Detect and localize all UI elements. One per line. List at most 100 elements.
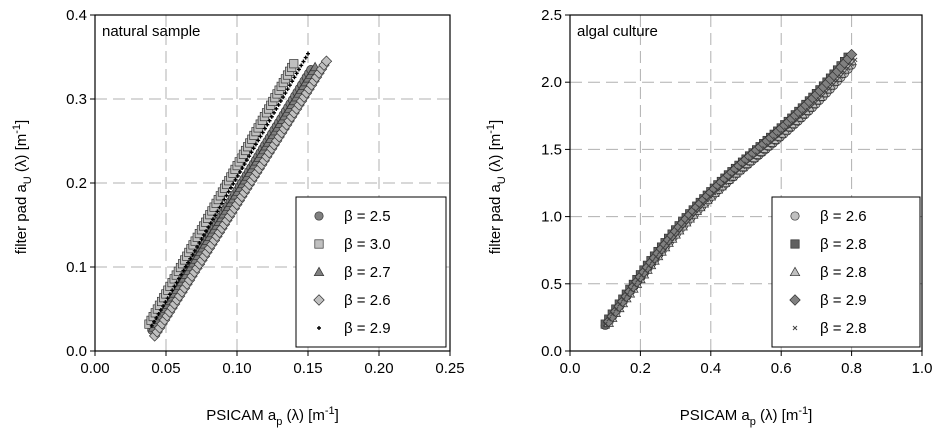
data-point (736, 167, 742, 173)
data-point (213, 213, 218, 218)
data-point (206, 225, 211, 230)
data-point (675, 228, 680, 234)
x-tick-label: 0.8 (841, 360, 862, 377)
data-point (269, 114, 274, 119)
data-point (715, 187, 720, 192)
data-point (163, 300, 168, 305)
legend-marker (313, 294, 325, 306)
data-point (653, 254, 659, 260)
data-point (179, 272, 184, 277)
legend: β = 2.5 β = 3.0 β = 2.7 β = 2.6 β = 2.9 (295, 196, 447, 348)
legend-marker (790, 211, 800, 221)
data-point (809, 104, 815, 109)
data-point (294, 71, 299, 76)
data-point (845, 48, 858, 61)
data-point (249, 150, 254, 155)
y-tick-label: 0.2 (66, 175, 87, 192)
data-point (156, 311, 161, 316)
data-point (617, 301, 623, 307)
data-point (247, 154, 252, 159)
legend-label: β = 2.6 (344, 292, 391, 309)
data-point (292, 75, 297, 80)
data-point (161, 304, 166, 309)
data-point (678, 224, 684, 230)
data-point (283, 91, 288, 96)
data-point (624, 292, 630, 297)
data-point (229, 185, 234, 190)
data-point (744, 161, 749, 167)
data-point (831, 82, 836, 87)
y-axis-title: filter pad aU (λ) [m-1] (485, 120, 508, 254)
data-point (682, 220, 688, 226)
x-tick-label: 1.0 (912, 360, 933, 377)
y-tick-label: 0.0 (541, 343, 562, 360)
data-point (733, 170, 738, 176)
legend: β = 2.6 β = 2.8 β = 2.8 β = 2.9 β = 2.8 (771, 196, 921, 348)
panel-label: algal culture (577, 23, 658, 40)
series-2 (144, 59, 299, 329)
data-point (258, 134, 263, 139)
data-point (303, 55, 308, 60)
data-point (657, 249, 662, 255)
data-point (827, 85, 833, 91)
y-tick-label: 2.0 (541, 74, 562, 91)
data-point (845, 65, 851, 71)
y-tick-label: 1.5 (541, 141, 562, 158)
data-point (296, 67, 301, 72)
y-tick-label: 1.0 (541, 209, 562, 226)
data-point (186, 260, 191, 265)
data-point (251, 146, 256, 151)
data-point (765, 142, 771, 148)
data-point (281, 95, 286, 100)
data-point (154, 315, 159, 320)
data-point (158, 308, 163, 313)
data-point (805, 107, 811, 113)
data-point (798, 114, 804, 120)
data-point (176, 276, 181, 281)
data-point (267, 118, 272, 123)
natural-sample-panel: 0.00 0.05 0.10 0.15 0.20 0.25 0.0 0.1 0.2 0.3 0.4 n… (11, 7, 465, 428)
data-point (256, 138, 261, 143)
data-point (631, 282, 637, 288)
series-4 (148, 55, 333, 342)
data-point (301, 59, 306, 64)
data-point (751, 155, 757, 160)
legend-marker (314, 211, 324, 221)
y-tick-label: 0.5 (541, 276, 562, 293)
series-5 (149, 51, 310, 328)
data-point (260, 130, 265, 135)
data-point (610, 311, 615, 317)
data-point (278, 98, 283, 103)
data-point (285, 87, 290, 92)
data-point (215, 209, 220, 214)
legend-label: β = 2.9 (344, 320, 391, 337)
data-point (773, 136, 778, 142)
data-point (217, 205, 222, 210)
data-point (262, 126, 267, 131)
data-point (204, 229, 209, 234)
legend-marker (789, 294, 801, 306)
data-point (693, 208, 699, 214)
data-point (649, 258, 655, 264)
data-point (306, 51, 310, 56)
data-point (660, 245, 666, 251)
data-point (208, 221, 213, 226)
data-point (289, 59, 299, 69)
data-point (628, 287, 633, 292)
data-point (199, 237, 204, 242)
data-point (668, 236, 673, 242)
data-point (769, 139, 775, 145)
data-point (794, 117, 800, 123)
data-point (838, 74, 843, 79)
data-point (697, 204, 702, 210)
series-5 (602, 57, 858, 327)
data-point (849, 61, 854, 67)
data-point (226, 189, 231, 194)
data-point (613, 306, 619, 312)
data-point (152, 319, 157, 324)
data-point (188, 256, 193, 261)
y-axis-title: filter pad aU (λ) [m-1] (11, 120, 34, 254)
legend-label: β = 2.8 (820, 264, 867, 281)
data-point (776, 133, 782, 139)
data-point (174, 280, 179, 285)
